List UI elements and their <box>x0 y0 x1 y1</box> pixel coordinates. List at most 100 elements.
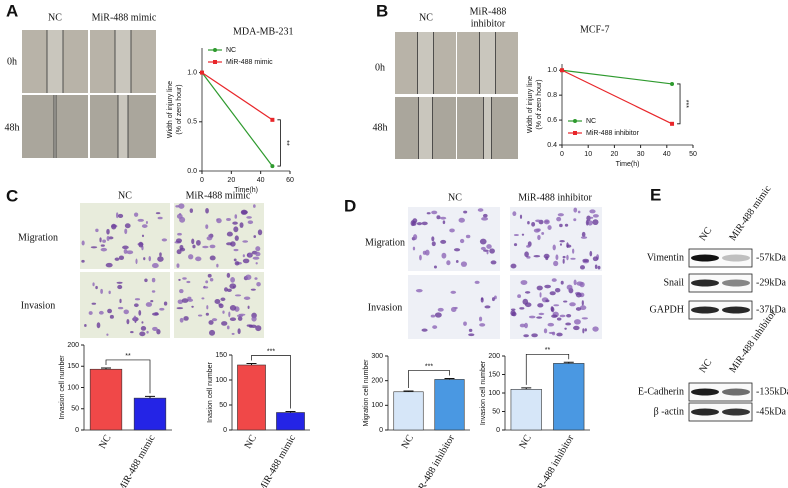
cell <box>115 212 119 219</box>
bar <box>133 397 167 431</box>
cell <box>519 214 523 219</box>
cell <box>545 256 549 261</box>
lane-header: NC <box>697 357 714 375</box>
cell <box>191 305 194 308</box>
cell <box>100 288 103 294</box>
cell <box>246 324 252 327</box>
cell <box>458 217 465 223</box>
cell <box>463 321 467 326</box>
cell <box>533 254 541 258</box>
cell <box>253 235 257 238</box>
scratch <box>417 32 434 94</box>
y-axis-label: (% of zero hour) <box>536 79 543 129</box>
row-label: Invasion <box>21 300 55 311</box>
cell <box>486 244 492 249</box>
blot-strip <box>688 402 753 422</box>
cell <box>257 229 263 236</box>
cell <box>446 260 451 266</box>
cell <box>234 235 239 241</box>
significance: ** <box>125 353 131 360</box>
cell <box>232 221 238 225</box>
cell <box>151 290 156 293</box>
cell <box>156 329 161 335</box>
cell <box>572 248 575 254</box>
cell <box>547 322 555 327</box>
column-header: MiR-488 mimic <box>186 190 251 201</box>
column-header: inhibitor <box>471 18 506 29</box>
cell <box>230 276 236 283</box>
cell <box>119 298 122 304</box>
blot-strip <box>688 300 753 320</box>
band <box>691 388 719 396</box>
lane-header: MiR-488 mimic <box>727 183 773 243</box>
cell <box>237 328 241 335</box>
cell <box>141 321 144 324</box>
cell <box>100 244 105 247</box>
column-header: NC <box>419 12 433 23</box>
cell <box>239 222 244 228</box>
cell <box>178 203 185 209</box>
cell <box>150 299 154 303</box>
cell <box>589 250 593 257</box>
cell <box>477 208 484 212</box>
cell <box>208 329 216 336</box>
cell <box>201 297 205 300</box>
cell <box>221 321 228 326</box>
cell <box>209 244 216 249</box>
chart-title: MDA-MB-231 <box>233 26 294 37</box>
cell <box>589 209 596 214</box>
x-tick-label: NC <box>400 433 417 451</box>
bar <box>276 412 305 431</box>
cell <box>205 207 209 214</box>
cell <box>524 322 528 329</box>
cell <box>559 314 566 318</box>
cell <box>594 264 598 270</box>
y-tick-label: 0 <box>75 427 79 434</box>
cell <box>186 280 191 284</box>
cell <box>484 305 491 309</box>
scratch <box>54 95 56 158</box>
cell <box>531 333 538 338</box>
cell <box>111 223 117 230</box>
y-axis-label: Inasion cell number <box>207 361 214 422</box>
y-tick-label: 0 <box>223 427 227 434</box>
significance-bracket <box>525 353 570 385</box>
panel-label: B <box>376 1 388 20</box>
cell <box>592 326 599 332</box>
cell <box>255 325 262 332</box>
cell <box>144 278 148 283</box>
significance: *** <box>425 363 433 370</box>
cell <box>573 279 577 286</box>
cell <box>528 315 536 319</box>
cell <box>536 228 541 232</box>
cell <box>98 310 104 315</box>
cell <box>579 265 586 270</box>
cell <box>556 332 563 337</box>
cell <box>151 263 159 269</box>
y-tick-label: 1.0 <box>187 69 197 76</box>
cell <box>559 223 563 228</box>
scratch <box>483 97 492 159</box>
cell <box>216 218 222 224</box>
cell <box>81 259 85 263</box>
cell <box>145 302 153 307</box>
series-line <box>201 72 273 167</box>
scratch <box>115 30 131 93</box>
cell <box>176 307 184 310</box>
cell <box>214 299 221 305</box>
cell <box>541 232 545 235</box>
micrograph <box>510 275 602 339</box>
cell <box>92 282 95 287</box>
cell <box>449 228 455 233</box>
cell <box>586 215 591 221</box>
cell <box>557 213 564 217</box>
cell <box>123 248 128 254</box>
cell <box>555 254 559 261</box>
cell <box>551 278 557 282</box>
y-axis-label: Invasion cell number <box>59 355 66 420</box>
cell <box>179 247 186 252</box>
cell <box>255 246 261 252</box>
y-tick-label: 100 <box>67 384 79 391</box>
cell <box>519 307 525 310</box>
cell <box>179 317 184 323</box>
